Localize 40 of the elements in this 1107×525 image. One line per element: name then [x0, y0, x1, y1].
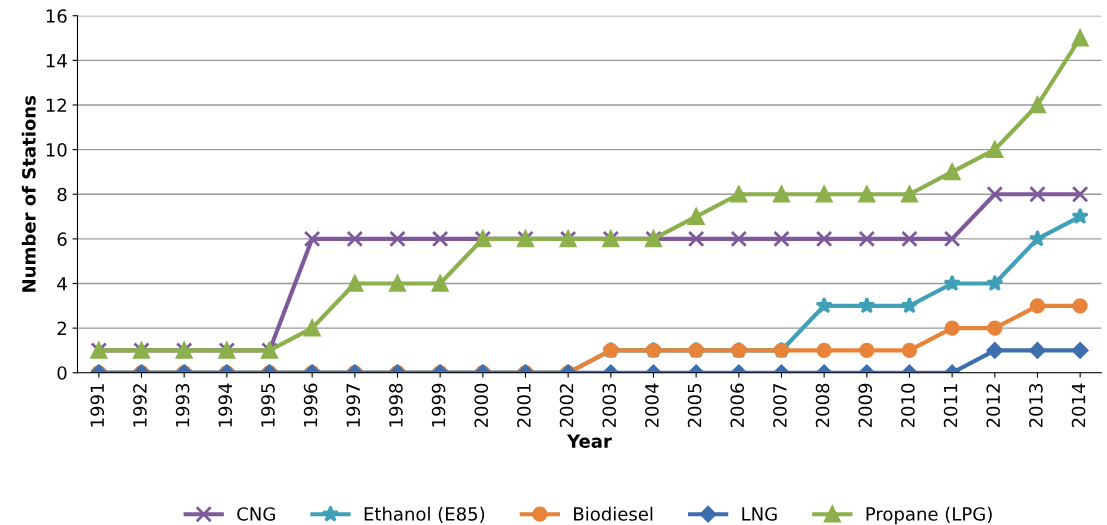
- y-tick-label: 0: [57, 366, 67, 380]
- y-tick-label: 12: [46, 98, 66, 112]
- legend-label: LNG: [742, 507, 777, 521]
- x-tick-label: 2010: [901, 383, 915, 428]
- x-tick-label: 2008: [815, 383, 830, 428]
- x-tick-label: 1998: [389, 383, 403, 427]
- x-tick-label: 1992: [133, 384, 147, 427]
- legend-label: Propane (LPG): [866, 506, 992, 525]
- x-tick-label: 2005: [687, 384, 702, 428]
- x-tick-label: 2014: [1071, 383, 1086, 428]
- x-tick-label: 1991: [90, 384, 105, 427]
- y-tick-label: 8: [57, 187, 67, 202]
- y-tick-label: 10: [46, 143, 67, 157]
- x-tick-label: 1999: [431, 383, 446, 427]
- y-tick-label: 4: [57, 277, 67, 291]
- x-tick-label: 2000: [474, 383, 489, 428]
- x-tick-label: 2006: [730, 383, 745, 428]
- x-axis-title: Year: [566, 434, 612, 448]
- x-tick-label: 2009: [858, 383, 873, 428]
- x-tick-label: 2013: [1029, 383, 1043, 428]
- x-tick-label: 1996: [303, 383, 318, 427]
- x-tick-label: 1994: [218, 383, 233, 427]
- x-tick-label: 2004: [645, 383, 659, 428]
- y-tick-label: 16: [46, 9, 67, 23]
- x-tick-label: 1997: [346, 384, 361, 427]
- y-tick-label: 2: [57, 321, 66, 335]
- legend-label: Biodiesel: [574, 506, 653, 521]
- x-tick-label: 1993: [175, 383, 190, 427]
- y-tick-label: 6: [57, 232, 67, 246]
- x-tick-label: 2007: [773, 384, 787, 428]
- x-tick-label: 2003: [602, 383, 617, 428]
- x-tick-label: 1995: [261, 384, 275, 427]
- x-tick-label: 2011: [943, 384, 958, 428]
- legend-label: CNG: [237, 507, 275, 521]
- y-tick-label: 14: [46, 54, 67, 68]
- x-tick-label: 2002: [559, 384, 574, 428]
- legend-label: Ethanol (E85): [364, 506, 485, 523]
- x-tick-label: 2012: [986, 384, 1001, 428]
- x-tick-label: 2001: [517, 384, 531, 428]
- y-axis-title: Number of Stations: [21, 95, 36, 292]
